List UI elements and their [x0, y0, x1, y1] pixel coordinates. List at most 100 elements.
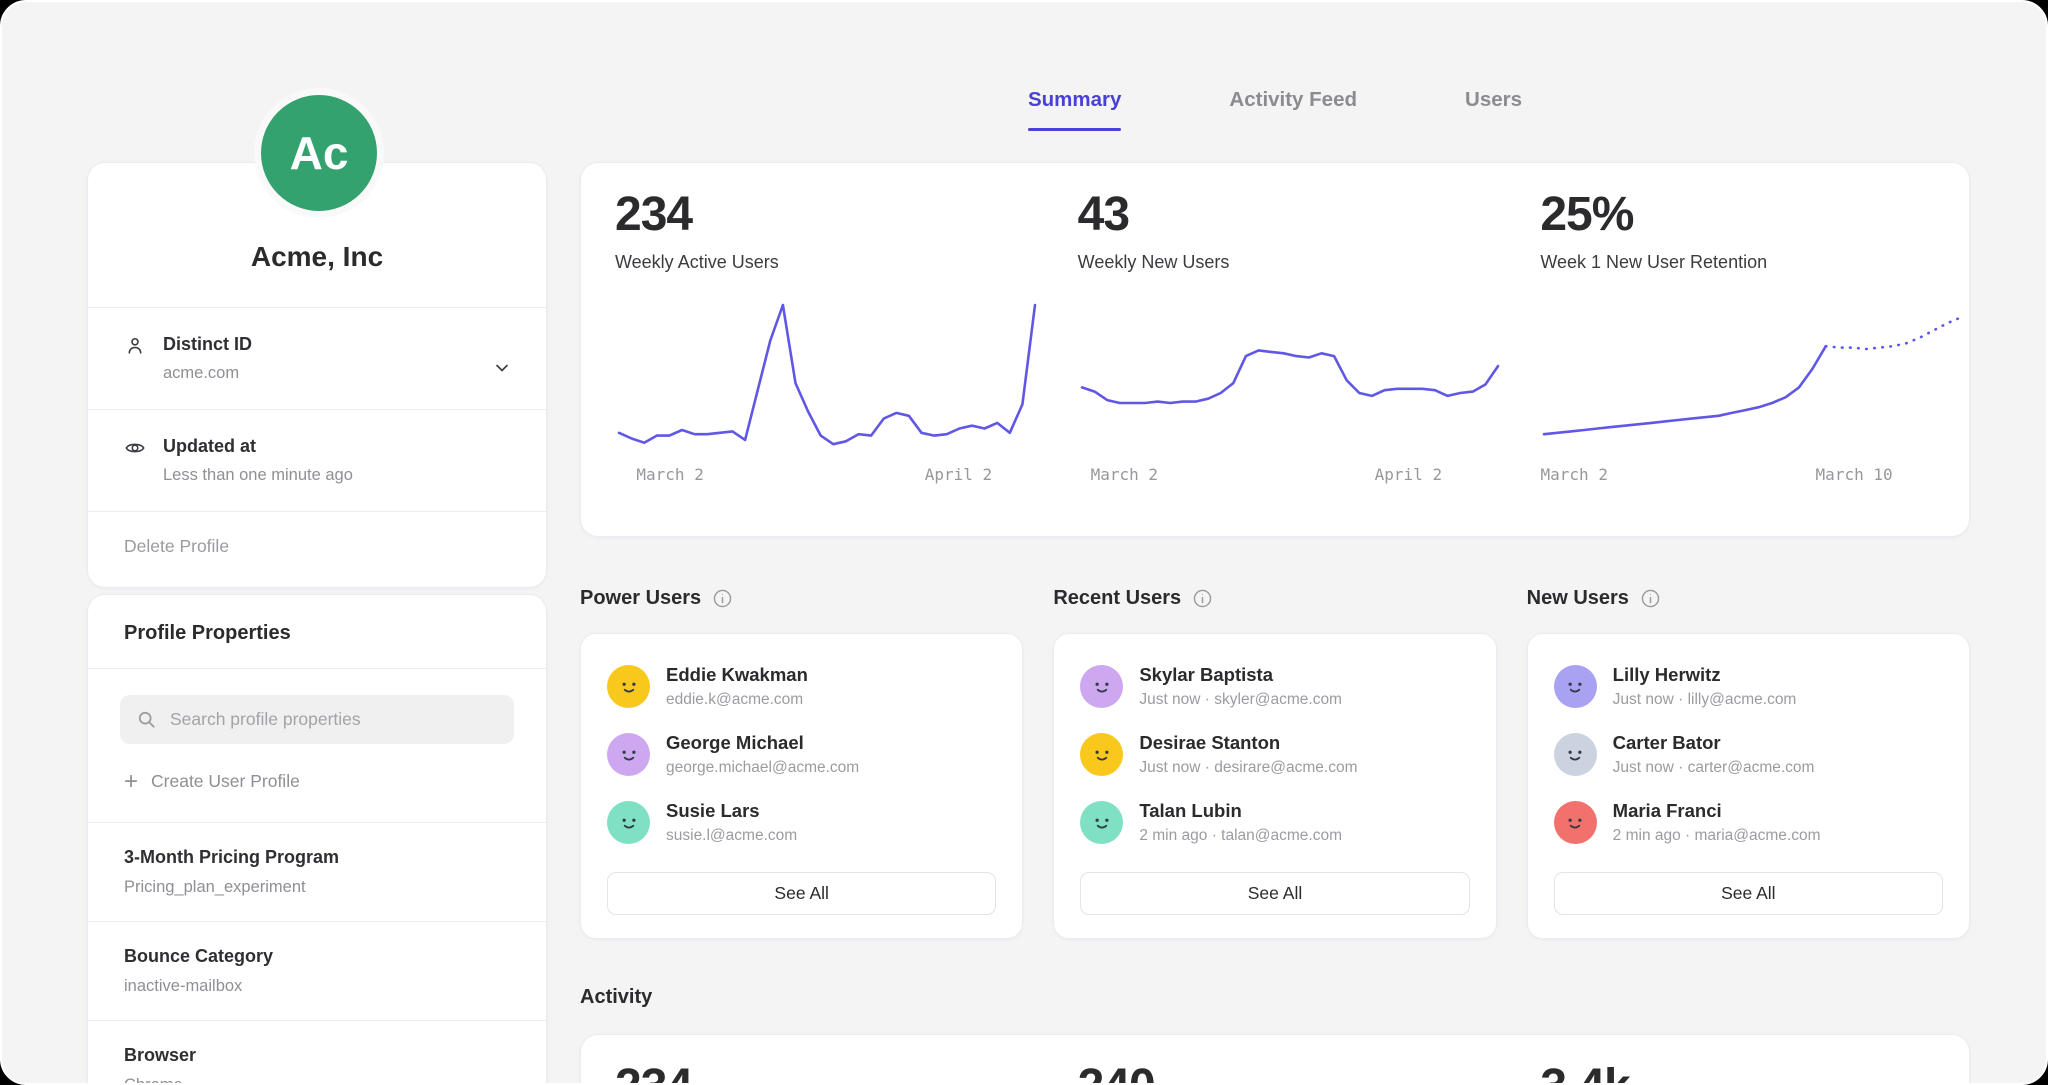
user-row[interactable]: Skylar Baptista Just now · skyler@acme.c…: [1080, 664, 1469, 709]
weekly-active-users-chart[interactable]: March 2 April 2: [615, 301, 1039, 495]
user-row[interactable]: Lilly Herwitz Just now · lilly@acme.com: [1553, 664, 1943, 709]
user-detail: Just now · lilly@acme.com: [1612, 691, 1797, 708]
profile-properties-tools: + Create User Profile: [88, 668, 546, 822]
x-axis-label: March 2: [1090, 465, 1158, 484]
week1-retention-chart[interactable]: March 2 March 10: [1540, 301, 1964, 495]
chart-projection-line: [1824, 316, 1962, 351]
summary-stats-card: 234 Weekly Active Users March 2 April 2 4…: [580, 162, 1970, 537]
new-users-section: New Users Lilly Herwitz Just: [1526, 587, 1970, 939]
user-avatar: [607, 733, 650, 776]
weekly-new-users-chart[interactable]: March 2 April 2: [1078, 301, 1502, 495]
user-avatar: [607, 801, 650, 844]
stat-label: Weekly New Users: [1077, 252, 1230, 272]
user-name: Susie Lars: [666, 800, 760, 821]
search-icon: [136, 709, 157, 730]
user-row[interactable]: Desirae Stanton Just now · desirare@acme…: [1080, 732, 1469, 777]
user-row[interactable]: George Michael george.michael@acme.com: [607, 732, 996, 777]
new-users-card: Lilly Herwitz Just now · lilly@acme.com …: [1526, 633, 1970, 939]
section-title: Recent Users: [1053, 587, 1182, 609]
stat-weekly-new-users: 43 Weekly New Users March 2 April 2: [1044, 187, 1507, 536]
user-avatar: [1553, 665, 1597, 708]
property-row-browser[interactable]: Browser Chrome: [88, 1020, 546, 1085]
section-title: Power Users: [580, 587, 702, 609]
user-detail: Just now · carter@acme.com: [1612, 759, 1815, 776]
field-value: acme.com: [163, 364, 240, 382]
field-value: Less than one minute ago: [163, 466, 353, 484]
section-title: New Users: [1526, 587, 1629, 609]
profile-summary-card: Acme, Inc Distinct ID acme.com: [87, 162, 547, 588]
tab-activity-feed[interactable]: Activity Feed: [1229, 88, 1358, 111]
user-avatar: [1080, 665, 1124, 708]
see-all-button[interactable]: See All: [607, 872, 997, 915]
user-avatar: [1080, 801, 1124, 844]
user-row[interactable]: Maria Franci 2 min ago · maria@acme.com: [1553, 800, 1943, 845]
see-all-button[interactable]: See All: [1080, 872, 1470, 915]
x-axis: March 2 April 2: [1078, 465, 1502, 495]
user-avatar: [1553, 801, 1597, 844]
stat-value: 43: [1077, 188, 1130, 241]
face-icon: [1568, 818, 1582, 828]
property-value: Pricing_plan_experiment: [124, 878, 306, 896]
x-axis-label: April 2: [1374, 465, 1443, 484]
face-icon: [1095, 750, 1109, 760]
info-icon[interactable]: [1640, 588, 1661, 609]
user-name: Eddie Kwakman: [666, 664, 808, 685]
face-icon: [1095, 818, 1109, 828]
user-detail: Just now · desirare@acme.com: [1139, 759, 1358, 776]
x-axis: March 2 March 10: [1540, 465, 1964, 495]
x-axis-label: April 2: [924, 465, 993, 484]
stat-label: Week 1 New User Retention: [1540, 252, 1768, 272]
profile-properties-card: Profile Properties + Create User Profile: [87, 594, 547, 1085]
user-detail: 2 min ago · talan@acme.com: [1139, 827, 1343, 844]
stat-weekly-active-users: 234 Weekly Active Users March 2 April 2: [581, 187, 1044, 536]
see-all-button[interactable]: See All: [1553, 872, 1943, 915]
search-profile-properties: [120, 695, 514, 744]
user-name: Carter Bator: [1612, 732, 1721, 753]
user-row[interactable]: Talan Lubin 2 min ago · talan@acme.com: [1080, 800, 1469, 845]
company-name: Acme, Inc: [250, 241, 384, 272]
person-icon: [124, 335, 148, 357]
user-lists-row: Power Users Eddie Kwakman ed: [580, 587, 1970, 939]
create-user-profile-button[interactable]: + Create User Profile: [120, 744, 514, 816]
user-row[interactable]: Susie Lars susie.l@acme.com: [607, 800, 996, 845]
plus-icon: +: [124, 767, 139, 795]
x-axis-label: March 2: [1540, 465, 1608, 484]
chart-line: [1080, 349, 1499, 405]
field-updated-at: Updated at Less than one minute ago: [88, 409, 546, 511]
user-avatar: [1080, 733, 1124, 776]
user-row[interactable]: Eddie Kwakman eddie.k@acme.com: [607, 664, 996, 709]
activity-stat-value: 3.4k: [1540, 1059, 1969, 1083]
delete-profile-button[interactable]: Delete Profile: [88, 511, 546, 587]
user-name: George Michael: [666, 732, 804, 753]
new-users-header: New Users: [1527, 587, 1970, 610]
activity-card: 234 240 3.4k: [580, 1034, 1970, 1083]
property-row-bounce-category[interactable]: Bounce Category inactive-mailbox: [88, 921, 546, 1020]
face-icon: [1568, 750, 1582, 760]
property-row-pricing-program[interactable]: 3-Month Pricing Program Pricing_plan_exp…: [88, 822, 546, 921]
recent-users-header: Recent Users: [1053, 587, 1496, 610]
field-label: Distinct ID: [163, 334, 253, 354]
search-input[interactable]: [168, 708, 498, 731]
property-value: Chrome: [124, 1076, 183, 1085]
user-name: Lilly Herwitz: [1612, 664, 1721, 685]
chevron-down-icon[interactable]: [492, 358, 512, 378]
stat-value: 234: [615, 188, 693, 241]
user-name: Desirae Stanton: [1139, 732, 1281, 753]
tab-users[interactable]: Users: [1465, 88, 1523, 111]
user-name: Talan Lubin: [1139, 800, 1242, 821]
activity-title: Activity: [580, 986, 653, 1008]
activity-stat-value: 234: [615, 1059, 1044, 1083]
user-row[interactable]: Carter Bator Just now · carter@acme.com: [1553, 732, 1943, 777]
info-icon[interactable]: [712, 588, 733, 609]
field-label: Updated at: [163, 436, 257, 456]
user-detail: george.michael@acme.com: [666, 759, 860, 776]
face-icon: [622, 818, 635, 828]
info-icon[interactable]: [1192, 588, 1213, 609]
profile-properties-title: Profile Properties: [124, 622, 291, 644]
tab-summary[interactable]: Summary: [1028, 88, 1121, 131]
tab-bar: Summary Activity Feed Users: [580, 88, 1970, 131]
user-detail: 2 min ago · maria@acme.com: [1612, 827, 1821, 844]
user-detail: Just now · skyler@acme.com: [1139, 691, 1342, 708]
x-axis: March 2 April 2: [615, 465, 1039, 495]
